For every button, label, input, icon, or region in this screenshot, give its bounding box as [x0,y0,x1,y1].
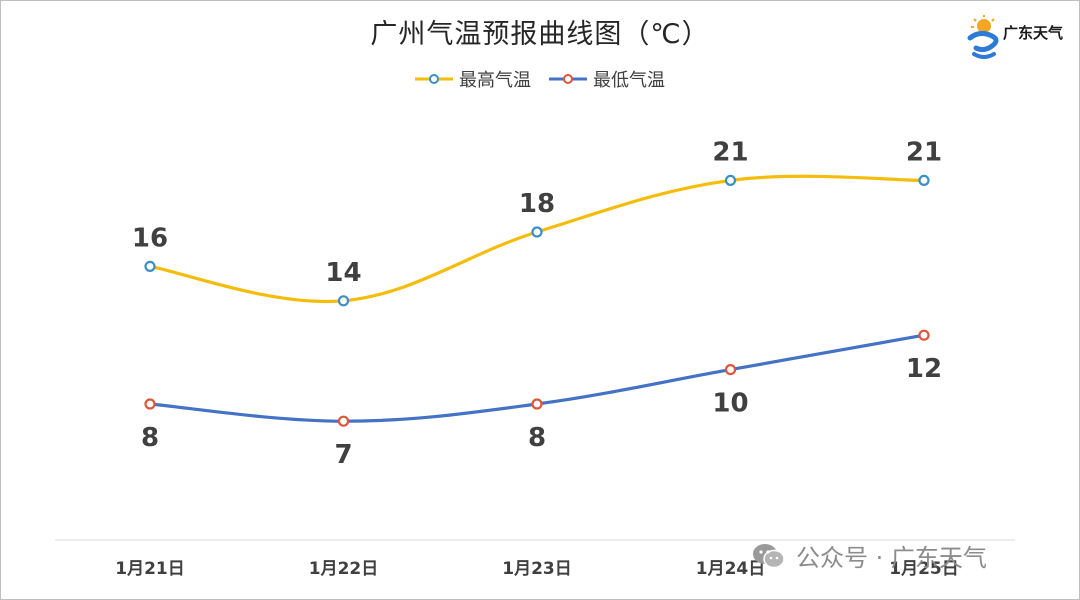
data-label-low: 8 [528,423,546,453]
data-label-high: 14 [325,258,361,288]
legend-item-low: 最低气温 [549,66,665,92]
x-tick-label: 1月24日 [696,559,766,579]
legend-swatch-low [549,74,587,84]
data-label-high: 21 [906,137,942,167]
chart-title: 广州气温预报曲线图（℃） [370,19,710,50]
data-point-high [337,295,350,307]
data-point-low [724,364,737,376]
data-point-high [531,226,543,238]
data-label-low: 7 [334,440,352,470]
data-label-high: 16 [132,223,168,253]
guangdong-weather-logo-icon [967,15,999,59]
data-point-high [144,260,156,272]
data-label-high: 21 [712,137,748,167]
x-tick-label: 1月25日 [889,559,959,579]
data-point-low [144,398,156,410]
x-tick-label: 1月22日 [309,559,379,579]
chart-legend: 最高气温 最低气温 [0,66,1080,92]
data-point-high [918,174,930,186]
data-label-low: 8 [141,423,159,453]
data-point-low [531,398,543,410]
logo-text: 广东天气 [1003,24,1064,42]
legend-label-high: 最高气温 [459,70,531,91]
data-point-low [918,329,930,341]
data-label-low: 12 [906,354,942,384]
watermark: 公众号 · 广东天气 [752,538,987,573]
x-tick-label: 1月23日 [502,559,572,579]
legend-swatch-high [415,74,453,84]
data-label-low: 10 [712,389,748,419]
wechat-icon [753,543,785,568]
legend-label-low: 最低气温 [593,70,665,91]
watermark-text: 公众号 · 广东天气 [796,544,987,572]
data-point-high [724,174,737,186]
x-tick-label: 1月21日 [115,559,185,579]
legend-item-high: 最高气温 [415,66,531,92]
data-label-high: 18 [519,189,555,219]
data-point-low [337,415,350,427]
